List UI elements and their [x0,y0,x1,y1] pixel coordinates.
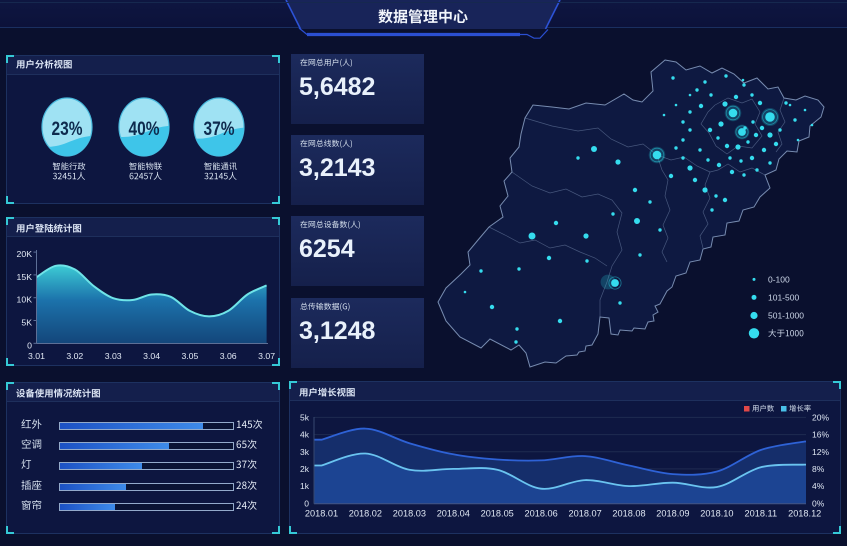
svg-text:8%: 8% [812,464,825,474]
svg-text:2k: 2k [300,464,310,474]
svg-text:1k: 1k [300,481,310,491]
svg-text:40%: 40% [129,119,160,140]
svg-text:16%: 16% [812,430,829,440]
svg-text:3.06: 3.06 [220,351,237,361]
svg-text:2018.03: 2018.03 [393,509,426,519]
svg-text:10K: 10K [17,295,33,305]
svg-text:2018.07: 2018.07 [568,509,601,519]
svg-text:0: 0 [27,340,32,350]
svg-text:20K: 20K [17,249,33,259]
svg-text:4%: 4% [812,481,825,491]
svg-text:2018.02: 2018.02 [349,509,382,519]
svg-text:2018.12: 2018.12 [788,509,821,519]
svg-text:3.04: 3.04 [143,351,160,361]
svg-text:2018.01: 2018.01 [305,509,338,519]
svg-text:501-1000: 501-1000 [768,311,804,321]
svg-text:23%: 23% [52,119,83,140]
svg-text:5k: 5k [300,412,310,422]
svg-text:2018.10: 2018.10 [700,509,733,519]
svg-text:2018.05: 2018.05 [481,509,514,519]
svg-text:2018.04: 2018.04 [437,509,470,519]
svg-text:2018.08: 2018.08 [612,509,645,519]
svg-text:0-100: 0-100 [768,274,790,284]
svg-text:0: 0 [304,498,309,508]
svg-text:5K: 5K [21,318,32,328]
svg-text:12%: 12% [812,447,829,457]
svg-text:3.07: 3.07 [258,351,275,361]
svg-text:2018.09: 2018.09 [656,509,689,519]
svg-text:3.02: 3.02 [66,351,83,361]
svg-text:3.01: 3.01 [28,351,45,361]
svg-text:20%: 20% [812,412,829,422]
svg-text:15K: 15K [17,272,33,282]
svg-text:101-500: 101-500 [768,292,799,302]
svg-text:3k: 3k [300,447,310,457]
svg-text:4k: 4k [300,430,310,440]
svg-text:2018.06: 2018.06 [524,509,557,519]
svg-text:0%: 0% [812,498,825,508]
svg-text:3.05: 3.05 [181,351,198,361]
svg-text:37%: 37% [204,119,235,140]
svg-text:2018.11: 2018.11 [745,509,778,519]
svg-text:3.03: 3.03 [105,351,122,361]
